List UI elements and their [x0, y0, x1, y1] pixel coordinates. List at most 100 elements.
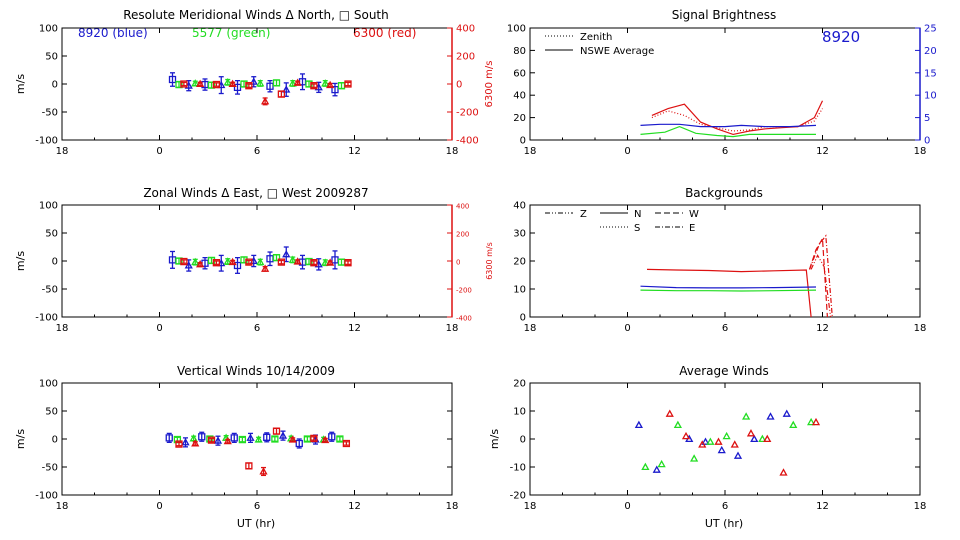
- average-point-green: [673, 420, 682, 429]
- vertical-point-blue: [213, 436, 223, 444]
- zonal-point-red: [180, 257, 188, 266]
- backgrounds-ytick-label: 40: [513, 201, 526, 212]
- vertical-point-blue: [165, 434, 173, 442]
- brightness-y2tick-label: 25: [924, 24, 937, 35]
- bg-legend-W: W: [689, 209, 699, 220]
- brightness-y2tick-label: 20: [924, 46, 937, 57]
- meridional-point-red: [180, 80, 188, 88]
- zonal-y2tick-label: -400: [456, 315, 472, 323]
- meridional-ytick-label: 0: [52, 80, 58, 91]
- zonal-y2tick-label: 200: [456, 231, 469, 239]
- backgrounds-series-red: [646, 268, 812, 318]
- average-title: Average Winds: [679, 364, 769, 378]
- vertical-point-green: [271, 435, 279, 443]
- meridional-xtick-label: 18: [446, 146, 459, 157]
- backgrounds-series-green: [640, 289, 817, 292]
- brightness-y2tick-label: 0: [924, 136, 930, 147]
- zonal-point-green: [256, 257, 265, 266]
- legend-green-label: 5577 (green): [192, 26, 270, 40]
- vertical-point-blue: [278, 431, 288, 439]
- meridional-point-red: [277, 90, 286, 98]
- meridional-point-red: [245, 82, 253, 90]
- average-point-green: [789, 420, 798, 429]
- backgrounds-title: Backgrounds: [685, 186, 763, 200]
- vertical-point-red: [245, 462, 253, 470]
- vertical-ytick-label: -50: [42, 463, 58, 474]
- meridional-point-red: [261, 97, 270, 105]
- meridional-point-green: [288, 79, 297, 87]
- brightness-ytick-label: 20: [513, 113, 526, 124]
- brightness-y2tick-label: 10: [924, 91, 937, 102]
- average-point-red: [763, 434, 772, 443]
- zonal-point-green: [240, 256, 248, 264]
- zonal-ytick-label: -100: [35, 313, 58, 324]
- vertical-xtick-label: 6: [254, 501, 260, 512]
- zonal-point-red: [261, 264, 270, 272]
- average-point-blue: [766, 412, 775, 420]
- zonal-point-red: [326, 258, 335, 266]
- zonal-point-green: [288, 255, 297, 263]
- average-xtick-label: 18: [524, 501, 537, 512]
- average-point-green: [657, 459, 666, 468]
- vertical-point-red: [342, 439, 351, 448]
- average-point-red: [730, 440, 739, 448]
- meridional-xtick-label: 6: [254, 146, 260, 157]
- average-xtick-label: 18: [914, 501, 927, 512]
- vertical-point-red: [288, 435, 297, 443]
- average-panel: 18 0 6 12 18 20 10 0 -10 -20: [510, 379, 927, 513]
- average-ytick-label: -10: [510, 463, 526, 474]
- average-point-green: [706, 437, 715, 445]
- zonal-point-red: [212, 259, 221, 267]
- brightness-xtick-label: 6: [722, 146, 728, 157]
- bg-legend-Z: Z: [580, 209, 587, 220]
- meridional-point-red: [212, 80, 221, 89]
- backgrounds-series-blue: [640, 285, 817, 289]
- meridional-point-red: [196, 79, 205, 88]
- meridional-title: Resolute Meridional Winds Δ North, □ Sou…: [123, 8, 389, 22]
- meridional-point-red: [228, 79, 237, 88]
- average-ytick-label: 10: [513, 407, 526, 418]
- zonal-point-green: [321, 258, 330, 266]
- y-axis-label-vertical: m/s: [14, 429, 27, 449]
- vertical-xtick-label: 12: [348, 501, 361, 512]
- backgrounds-xtick-label: 6: [722, 323, 728, 334]
- brightness-series-green: [640, 125, 816, 138]
- vertical-point-red: [321, 435, 330, 444]
- brightness-y2tick-label: 5: [924, 113, 930, 124]
- brightness-xtick-label: 18: [524, 146, 537, 157]
- meridional-point-green: [191, 79, 200, 87]
- zonal-point-green: [191, 257, 200, 266]
- vertical-ytick-label: 100: [39, 379, 58, 390]
- meridional-point-blue: [249, 77, 258, 85]
- backgrounds-xtick-label: 0: [624, 323, 630, 334]
- brightness-ytick-label: 60: [513, 68, 526, 79]
- brightness-ytick-label: 80: [513, 46, 526, 57]
- backgrounds-series-red: [810, 254, 832, 318]
- vertical-point-red: [272, 427, 281, 435]
- average-point-red: [746, 429, 756, 437]
- zonal-xtick-label: 6: [254, 323, 260, 334]
- zonal-point-green: [223, 257, 232, 265]
- meridional-point-green: [321, 79, 330, 87]
- average-point-blue: [750, 434, 759, 443]
- brightness-frame: [529, 27, 921, 141]
- average-point-green: [690, 454, 699, 462]
- meridional-y2tick-label: -400: [456, 136, 479, 147]
- average-xtick-label: 12: [816, 501, 829, 512]
- vertical-point-green: [254, 435, 263, 443]
- vertical-point-green: [238, 435, 247, 444]
- zonal-ytick-label: 0: [52, 257, 58, 268]
- y2-axis-label-zonal: 6300 m/s: [485, 242, 494, 280]
- meridional-y2tick-label: 0: [456, 80, 462, 91]
- zonal-frame: [61, 204, 453, 318]
- zonal-xtick-label: 12: [348, 323, 361, 334]
- average-point-red: [714, 437, 723, 445]
- zonal-xtick-label: 18: [56, 323, 69, 334]
- zonal-point-red: [228, 257, 237, 266]
- vertical-ytick-label: -100: [35, 491, 58, 502]
- meridional-ytick-label: 100: [39, 24, 58, 35]
- y-axis-label-zonal: m/s: [14, 251, 27, 271]
- zonal-y2tick-label: 0: [456, 259, 460, 267]
